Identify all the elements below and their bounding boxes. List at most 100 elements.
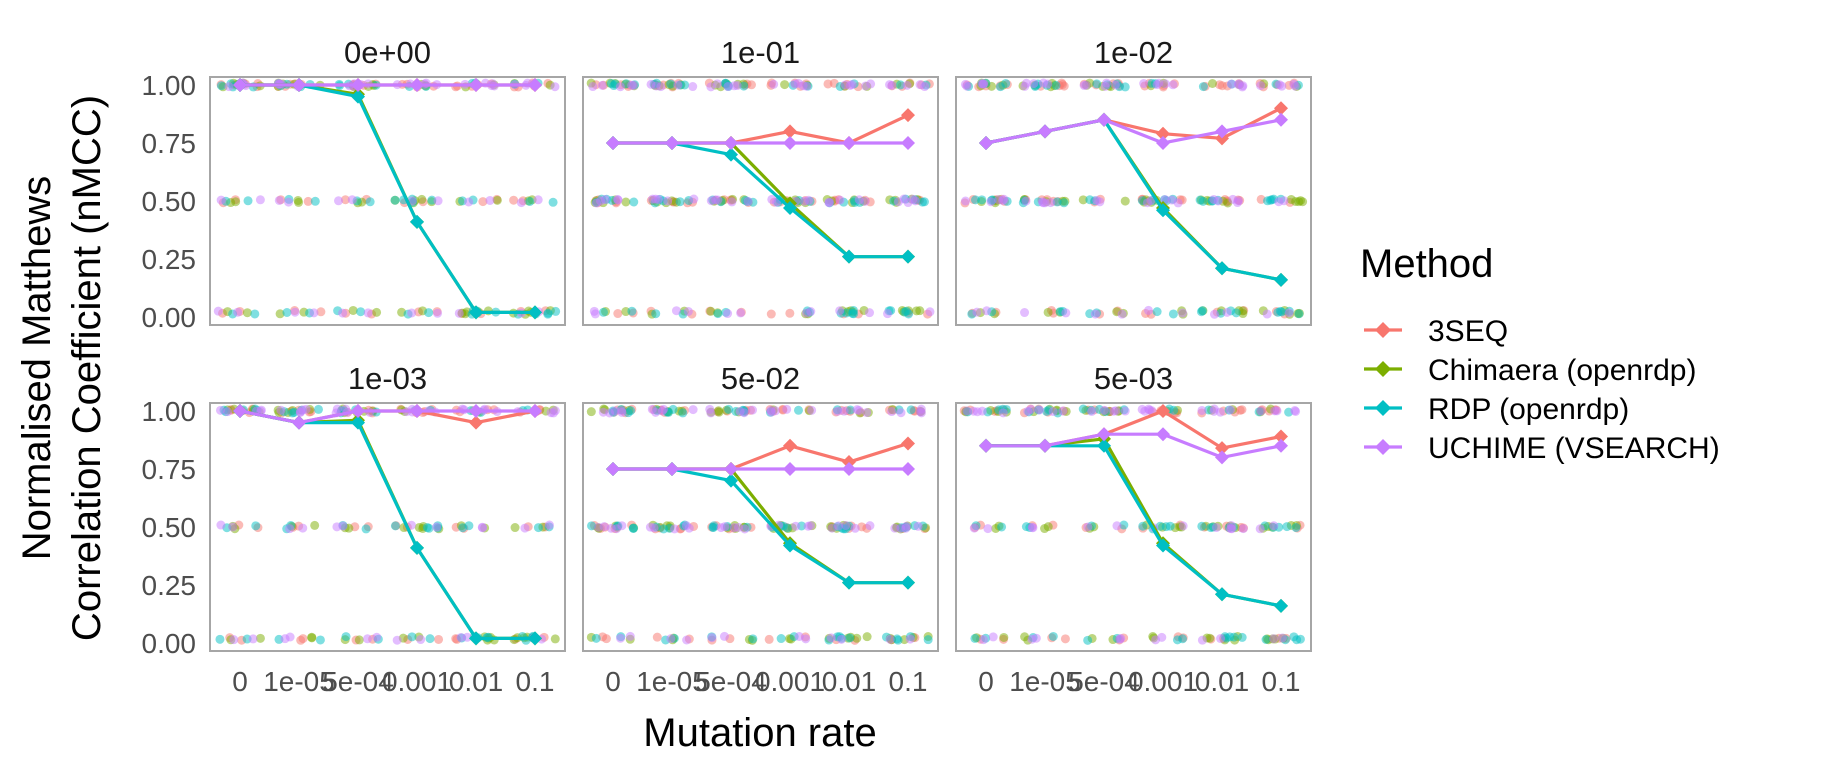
scatter-point [736,308,746,318]
scatter-point [688,82,698,92]
panel-border [209,76,566,326]
scatter-point [666,79,676,89]
scatter-point [1029,79,1039,89]
series-line [985,118,1282,145]
scatter-point [807,405,817,415]
y-tick-label: 0.50 [142,186,197,217]
scatter-point [892,634,902,644]
scatter-point [671,306,681,316]
scatter-point [780,80,790,90]
scatter-point [719,631,729,641]
scatter-point [606,79,616,89]
x-tick-label: 0.001 [1128,666,1198,697]
y-tick-label: 0.00 [142,302,197,333]
scatter-point [850,523,860,533]
scatter-point [551,306,561,316]
series-marker [842,462,856,476]
scatter-point [887,407,897,417]
facet-panels: 0e+00 0.00 0.25 0.50 0.75 1.00 1e-01 1e-02 1e-03… [142,35,1312,697]
series-marker [528,404,542,418]
scatter-point [904,309,914,319]
scatter-point [901,523,911,533]
scatter-point [1043,79,1053,89]
scatter-point [1139,79,1149,89]
scatter-point [543,308,553,318]
scatter-point [1092,79,1102,89]
scatter-point [910,196,920,206]
scatter-point [621,197,631,207]
scatter-point [995,82,1005,92]
scatter-point [983,524,993,534]
series-marker [901,575,915,590]
scatter-point [275,309,285,319]
series-line [986,432,1282,460]
series-marker [1156,203,1170,218]
scatter-point [785,308,795,318]
scatter-point [456,632,466,642]
scatter-point [1274,80,1284,90]
scatter-point [310,196,320,206]
scatter-point [1269,521,1279,531]
scatter-point [689,194,699,204]
scatter-point [1294,309,1304,319]
series-marker [528,631,542,646]
scatter-point [647,404,657,414]
scatter-point [1216,634,1226,644]
scatter-point [645,522,655,532]
scatter-point [659,524,669,534]
scatter-point [862,408,872,418]
scatter-point [1020,81,1030,91]
scatter-point [1237,632,1247,642]
scatter-point [806,521,816,531]
x-tick-label: 5e-04 [1068,666,1140,697]
scatter-point [1178,521,1188,531]
scatter-point [544,520,554,530]
scatter-point [1197,521,1207,531]
scatter-point [341,404,351,414]
scatter-point [1282,522,1292,532]
scatter-point [734,522,744,532]
scatter-point [962,81,972,91]
scatter-point [407,308,417,318]
scatter-point [1152,307,1162,317]
series-marker [1274,438,1288,453]
scatter-point [1087,406,1097,416]
scatter-point [316,307,326,317]
scatter-point [714,406,724,416]
scatter-point [1099,405,1109,415]
scatter-point [434,634,444,644]
scatter-point [348,305,358,315]
scatter-point [548,197,558,207]
scatter-point [372,632,382,642]
series-marker [528,78,542,92]
scatter-point [1138,521,1148,531]
scatter-point [334,196,344,206]
scatter-point [793,405,803,415]
series-marker [1097,112,1111,127]
scatter-point [1286,194,1296,204]
scatter-point [587,521,597,531]
scatter-point [979,635,989,645]
scatter-point [276,405,286,415]
x-tick-label: 5e-04 [695,666,767,697]
scatter-point [1120,406,1130,416]
scatter-point [916,404,926,414]
scatter-point [833,406,843,416]
scatter-point [1169,405,1179,415]
x-tick-label: 0.001 [755,666,825,697]
scatter-point [723,82,733,92]
facet-title: 5e-03 [1094,361,1173,396]
scatter-point [972,307,982,317]
scatter-point [243,196,253,206]
scatter-point [215,634,225,644]
scatter-point [823,79,833,89]
y-axis-title-line-2: Correlation Coefficient (nMCC) [65,95,109,641]
legend-label: 3SEQ [1428,315,1508,348]
scatter-point [1020,308,1030,318]
scatter-point [961,196,971,206]
scatter-point [1058,406,1068,416]
facet-title: 0e+00 [344,35,431,70]
scatter-point [1265,195,1275,205]
